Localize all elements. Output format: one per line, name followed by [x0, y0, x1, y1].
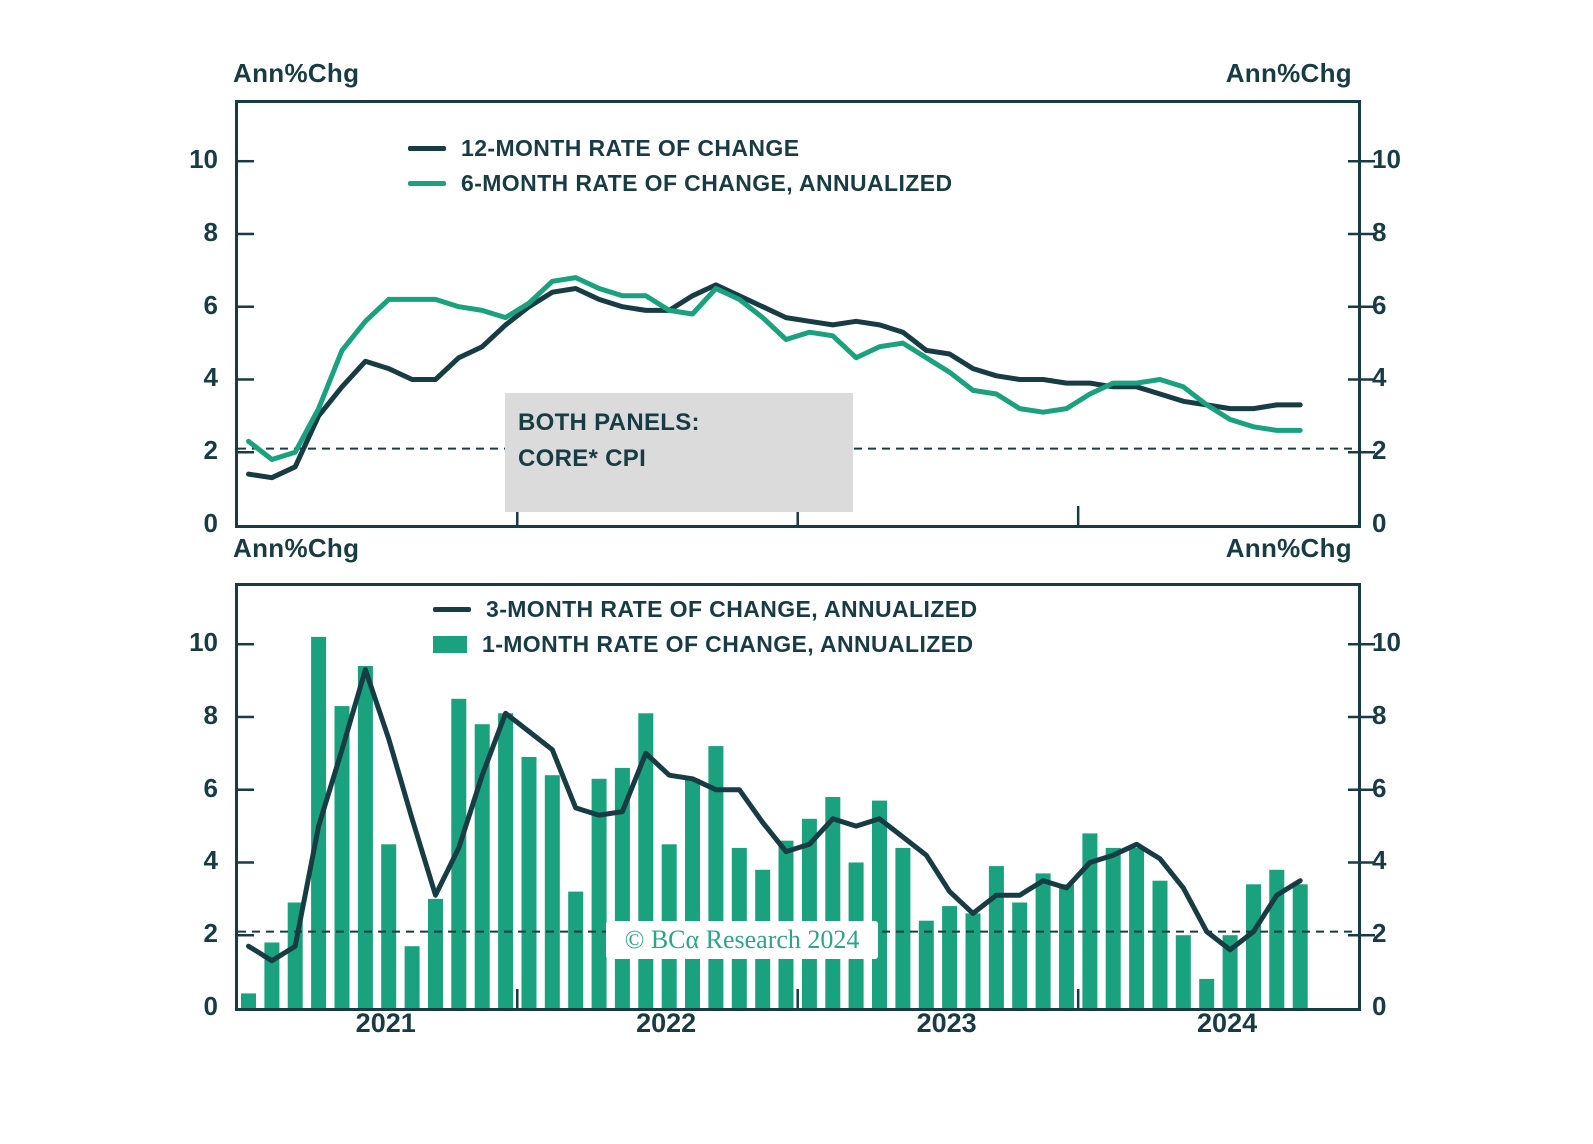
legend-label-12-month: 12-MONTH RATE OF CHANGE — [461, 135, 800, 161]
bar-2024-06 — [1199, 978, 1215, 1008]
bar-2023-09 — [988, 866, 1004, 1008]
y-tick-label-left: 8 — [203, 699, 218, 730]
bar-2023-10 — [1012, 902, 1028, 1008]
bar-2023-01 — [801, 818, 817, 1008]
bar-2021-06 — [357, 666, 373, 1008]
y-tick-label-left: 2 — [203, 918, 218, 949]
y-tick-label-left: 10 — [189, 144, 218, 175]
legend-item-3-month: 3-MONTH RATE OF CHANGE, ANNUALIZED — [433, 594, 977, 625]
bar-2022-02 — [544, 775, 560, 1008]
y-tick-label-left: 4 — [203, 362, 218, 393]
3-month-line-swatch-icon — [433, 607, 471, 612]
axis-unit-label-top-right: Ann%Chg — [1225, 58, 1352, 88]
bar-2024-10 — [1292, 884, 1308, 1008]
bar-2023-06 — [918, 920, 934, 1008]
series-line-6-month-rate-of-change-annualized — [246, 275, 1303, 462]
bar-2023-04 — [872, 800, 887, 1008]
y-tick-label-left: 0 — [203, 508, 218, 538]
bar-2023-05 — [895, 847, 911, 1008]
y-tick-label-left: 6 — [203, 772, 218, 803]
y-tick-label-left: 2 — [203, 435, 218, 466]
legend-item-6-month: 6-MONTH RATE OF CHANGE, ANNUALIZED — [408, 168, 952, 199]
bar-2023-07 — [942, 906, 958, 1008]
y-tick-label-right: 10 — [1372, 627, 1401, 658]
top-legend: 12-MONTH RATE OF CHANGE 6-MONTH RATE OF … — [408, 133, 952, 199]
y-tick-label-right: 4 — [1372, 845, 1387, 876]
bar-2021-11 — [474, 724, 490, 1008]
y-tick-label-left: 8 — [203, 216, 218, 247]
bar-2021-02 — [264, 942, 280, 1008]
bar-2024-01 — [1082, 833, 1098, 1008]
x-year-label-2023: 2023 — [916, 1008, 977, 1038]
bar-2024-04 — [1152, 880, 1168, 1008]
legend-item-1-month: 1-MONTH RATE OF CHANGE, ANNUALIZED — [433, 629, 977, 660]
y-tick-label-right: 8 — [1372, 216, 1387, 247]
1-month-bar-swatch-icon — [433, 636, 467, 653]
bar-2023-02 — [825, 797, 841, 1008]
x-year-label-2024: 2024 — [1197, 1008, 1258, 1038]
y-tick-label-right: 0 — [1372, 991, 1387, 1021]
bar-2024-08 — [1246, 884, 1261, 1008]
y-tick-label-right: 6 — [1372, 772, 1387, 803]
bar-2022-01 — [521, 757, 537, 1008]
y-tick-label-right: 4 — [1372, 362, 1387, 393]
series-line-12-month-rate-of-change — [246, 282, 1303, 481]
watermark: © BCα Research 2024 — [606, 921, 878, 959]
x-year-label-2022: 2022 — [636, 1008, 697, 1038]
y-tick-label-left: 0 — [203, 991, 218, 1021]
y-tick-label-right: 10 — [1372, 144, 1401, 175]
axis-unit-label-bottom-left: Ann%Chg — [233, 533, 360, 563]
legend-label-6-month: 6-MONTH RATE OF CHANGE, ANNUALIZED — [461, 170, 953, 196]
bar-2022-08 — [685, 778, 700, 1008]
bar-2024-03 — [1129, 847, 1145, 1008]
bar-2022-03 — [568, 891, 584, 1008]
bar-2024-05 — [1175, 935, 1191, 1008]
y-tick-label-right: 8 — [1372, 699, 1387, 730]
y-tick-label-right: 0 — [1372, 508, 1387, 538]
bar-2021-08 — [404, 946, 420, 1008]
axis-unit-label-bottom-right: Ann%Chg — [1225, 533, 1352, 563]
bar-2022-04 — [591, 778, 607, 1008]
bar-2021-01 — [241, 993, 256, 1008]
y-tick-label-left: 6 — [203, 289, 218, 320]
y-tick-label-left: 10 — [189, 627, 218, 658]
bar-2023-11 — [1035, 873, 1051, 1008]
legend-label-3-month: 3-MONTH RATE OF CHANGE, ANNUALIZED — [486, 596, 978, 622]
top-panel: 12-MONTH RATE OF CHANGE 6-MONTH RATE OF … — [235, 100, 1375, 528]
bar-2021-09 — [428, 898, 443, 1008]
12-month-line-swatch-icon — [408, 146, 446, 151]
series-line-3-month-rate-of-change-annualized — [246, 667, 1303, 964]
bottom-legend: 3-MONTH RATE OF CHANGE, ANNUALIZED 1-MON… — [433, 594, 977, 660]
bar-2024-07 — [1222, 935, 1238, 1008]
annotation-line-2: CORE* CPI — [518, 445, 647, 472]
annotation-box: BOTH PANELS: CORE* CPI — [505, 393, 853, 512]
y-tick-label-right: 2 — [1372, 435, 1387, 466]
y-tick-label-right: 6 — [1372, 289, 1387, 320]
legend-label-1-month: 1-MONTH RATE OF CHANGE, ANNUALIZED — [482, 631, 974, 657]
bar-2021-12 — [498, 713, 514, 1008]
bar-2023-08 — [965, 913, 981, 1008]
x-year-label-2021: 2021 — [355, 1008, 416, 1038]
bar-2024-02 — [1105, 847, 1121, 1008]
axis-unit-label-top-left: Ann%Chg — [233, 58, 360, 88]
y-tick-label-left: 4 — [203, 845, 218, 876]
annotation-line-1: BOTH PANELS: — [518, 409, 700, 436]
bar-2021-07 — [381, 844, 397, 1008]
y-tick-label-right: 2 — [1372, 918, 1387, 949]
bar-2023-12 — [1059, 884, 1074, 1008]
legend-item-12-month: 12-MONTH RATE OF CHANGE — [408, 133, 952, 164]
6-month-line-swatch-icon — [408, 181, 446, 186]
